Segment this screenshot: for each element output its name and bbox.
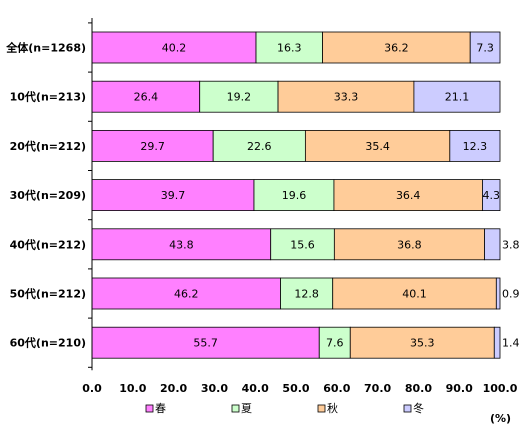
data-label: 36.2 [384,42,409,55]
data-label: 21.1 [445,91,470,104]
unit-label: (%) [490,412,511,425]
data-label: 19.6 [282,189,307,202]
data-label: 36.4 [396,189,421,202]
legend-swatch [317,404,326,413]
category-label: 20代(n=212) [10,139,86,153]
x-tick-label: 50.0 [282,382,309,395]
legend-swatch [145,404,154,413]
data-label: 33.3 [334,91,359,104]
bar-segment [332,277,497,310]
data-label: 12.3 [463,140,488,153]
category-label: 全体(n=1268) [5,41,86,55]
axes-group: 全体(n=1268) 10代(n=213) 20代(n=212) 30代(n=209)… [5,18,518,395]
legend-swatch [403,404,412,413]
bar-segment [449,129,501,162]
data-label: 22.6 [247,140,272,153]
data-label: 46.2 [174,288,199,301]
bar-segment [469,31,501,64]
bar-segment [277,80,415,113]
data-label: 15.6 [290,238,315,251]
bar-segment [318,326,351,359]
category-label: 50代(n=212) [10,287,86,301]
x-tick-label: 80.0 [405,382,432,395]
data-label: 40.1 [402,288,427,301]
bars-group: 40.2 16.3 36.2 7.3 26.4 19.2 33.3 21.1 29.7 22.6 3… [91,31,520,359]
data-label: 0.9 [502,288,520,301]
bar-segment [91,179,255,212]
data-label: 16.3 [277,42,302,55]
data-label: 4.3 [482,189,500,202]
data-label: 7.6 [326,337,344,350]
category-label: 30代(n=209) [10,188,86,202]
data-label: 19.2 [227,91,252,104]
bar-segment [493,326,501,359]
data-label: 43.8 [169,238,194,251]
data-label: 39.7 [161,189,186,202]
data-label: 7.3 [476,42,494,55]
data-label: 1.4 [502,337,520,350]
legend: 春夏秋冬 [145,401,424,415]
bar-segment [199,80,279,113]
x-tick-label: 100.0 [483,382,518,395]
x-tick-label: 40.0 [242,382,269,395]
data-label: 26.4 [134,91,159,104]
x-tick-label: 0.0 [82,382,102,395]
data-label: 3.8 [502,238,520,251]
data-label: 36.8 [397,238,422,251]
bar-segment [91,326,320,359]
bar-segment [91,31,257,64]
bar-segment [212,129,306,162]
bar-segment [91,228,272,261]
data-label: 29.7 [140,140,165,153]
legend-label: 夏 [241,402,252,415]
data-label: 12.8 [294,288,319,301]
data-label: 35.4 [365,140,390,153]
legend-label: 春 [155,402,166,415]
bar-segment [253,179,335,212]
bar-segment [255,31,323,64]
legend-label: 秋 [327,401,338,415]
data-label: 40.2 [162,42,187,55]
bar-segment [270,228,335,261]
legend-swatch [231,404,240,413]
category-label: 60代(n=210) [10,336,86,350]
bar-segment [349,326,495,359]
bar-segment [495,277,501,310]
bar-segment [333,228,485,261]
bar-segment [322,31,471,64]
data-label: 55.7 [193,337,218,350]
category-label: 10代(n=213) [10,90,86,104]
category-label: 40代(n=212) [10,237,86,251]
x-tick-label: 10.0 [119,382,146,395]
bar-segment [482,179,501,212]
data-label: 35.3 [410,337,435,350]
bar-segment [413,80,501,113]
x-tick-label: 20.0 [160,382,187,395]
x-tick-label: 60.0 [323,382,350,395]
x-tick-label: 30.0 [201,382,228,395]
bar-segment [91,80,201,113]
legend-label: 冬 [413,401,424,415]
bar-segment [484,228,501,261]
x-tick-label: 70.0 [364,382,391,395]
x-tick-label: 90.0 [446,382,473,395]
